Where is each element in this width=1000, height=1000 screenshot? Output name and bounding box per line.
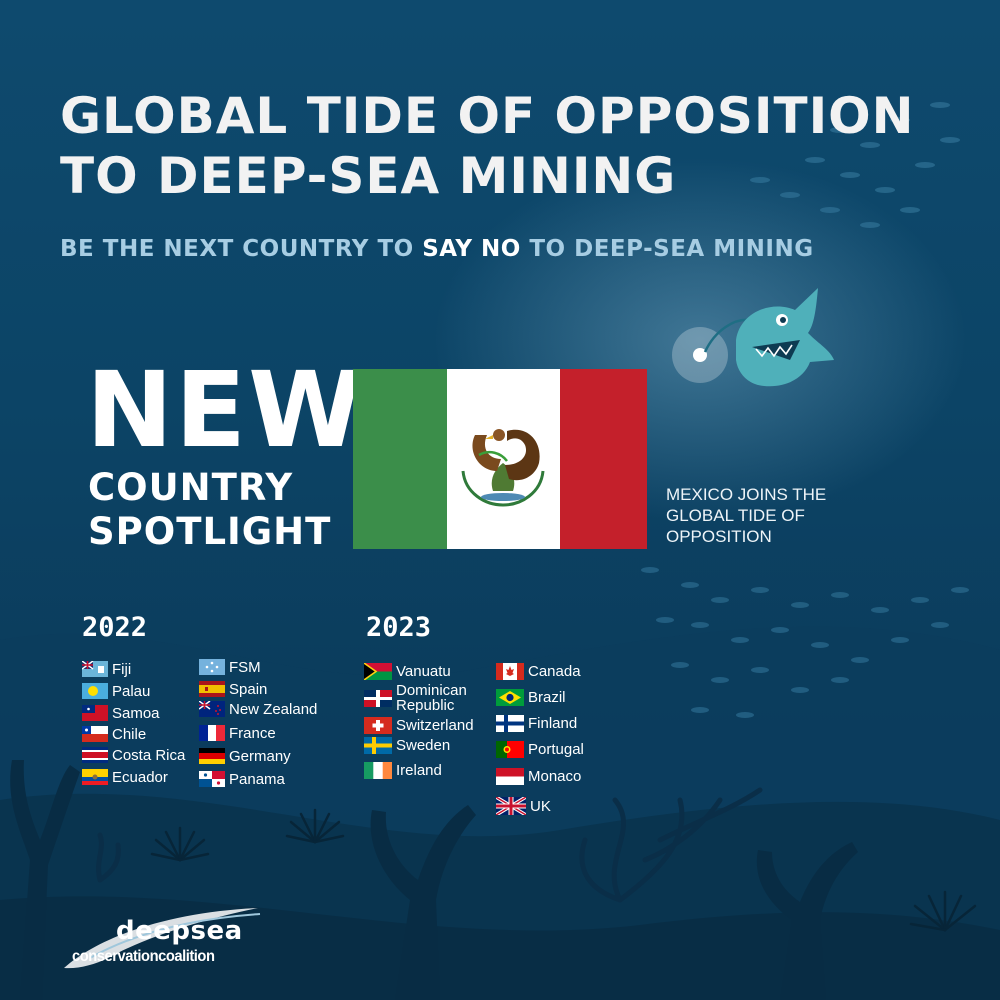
country-label: Sweden (396, 737, 451, 754)
anglerfish-icon (672, 288, 834, 387)
spotlight-line-2: SPOTLIGHT (88, 510, 332, 553)
palau-flag-icon (82, 683, 108, 699)
page-title: GLOBAL TIDE OF OPPOSITION TO DEEP-SEA MI… (60, 86, 915, 206)
country-label: Samoa (112, 704, 160, 722)
wave-swoosh-icon (64, 908, 261, 969)
uk-flag-icon (496, 797, 526, 815)
year-2022-heading: 2022 (82, 612, 148, 643)
caption-line-2: GLOBAL TIDE OF (666, 506, 805, 525)
spotlight-line-1: COUNTRY (88, 466, 294, 509)
logo-text-top: deepsea (116, 916, 243, 946)
country-dominican-republic: Dominican Republic (364, 683, 506, 713)
country-chile: Chile (82, 726, 146, 742)
country-fiji: Fiji (82, 661, 131, 677)
country-ecuador: Ecuador (82, 769, 168, 785)
country-costa-rica: Costa Rica (82, 747, 185, 763)
country-brazil: Brazil (496, 689, 566, 706)
subtitle-text-before: BE THE NEXT COUNTRY TO (60, 236, 423, 262)
subtitle-text-after: TO DEEP-SEA MINING (520, 236, 814, 262)
country-samoa: Samoa (82, 705, 160, 721)
brazil-flag-icon (496, 689, 524, 706)
costa-rica-flag-icon (82, 747, 108, 763)
chile-flag-icon (82, 726, 108, 742)
title-line-1: GLOBAL TIDE OF OPPOSITION (60, 87, 915, 145)
country-fsm: FSM (199, 659, 261, 675)
country-label: Fiji (112, 660, 132, 678)
panama-flag-icon (199, 771, 225, 787)
country-label: Panama (229, 770, 285, 788)
country-vanuatu: Vanuatu (364, 663, 451, 680)
country-label: Spain (229, 680, 268, 698)
france-flag-icon (199, 725, 225, 741)
country-spain: Spain (199, 681, 267, 697)
country-label: Switzerland (396, 717, 474, 734)
country-label: Costa Rica (112, 746, 186, 764)
fsm-flag-icon (199, 659, 225, 675)
new-zealand-flag-icon (199, 701, 225, 717)
ecuador-flag-icon (82, 769, 108, 785)
country-sweden: Sweden (364, 737, 450, 754)
ireland-flag-icon (364, 762, 392, 779)
logo-text-bottom: conservationcoalition (72, 948, 215, 965)
country-label: Chile (112, 725, 147, 743)
country-ireland: Ireland (364, 762, 442, 779)
country-label: Ecuador (112, 768, 168, 786)
fiji-flag-icon (82, 661, 108, 677)
country-label: Portugal (528, 741, 584, 758)
country-label: Brazil (528, 689, 566, 706)
portugal-flag-icon (496, 741, 524, 758)
country-finland: Finland (496, 715, 577, 732)
country-palau: Palau (82, 683, 150, 699)
country-label: Dominican Republic (396, 682, 467, 714)
canada-flag-icon (496, 663, 524, 680)
year-2023-heading: 2023 (366, 612, 432, 643)
country-label: Canada (528, 663, 581, 680)
deepsea-conservation-coalition-logo: deepsea conservationcoalition (60, 906, 270, 972)
vanuatu-flag-icon (364, 663, 392, 680)
new-heading: NEW (86, 349, 365, 471)
mexico-flag-icon (353, 369, 647, 549)
monaco-flag-icon (496, 768, 524, 785)
country-label: New Zealand (229, 700, 318, 718)
germany-flag-icon (199, 748, 225, 764)
country-label: Germany (229, 747, 291, 765)
country-switzerland: Switzerland (364, 717, 474, 734)
country-monaco: Monaco (496, 768, 581, 785)
country-panama: Panama (199, 771, 285, 787)
country-france: France (199, 725, 276, 741)
subtitle-highlight: SAY NO (422, 236, 521, 262)
country-canada: Canada (496, 663, 581, 680)
spain-flag-icon (199, 681, 225, 697)
title-line-2: TO DEEP-SEA MINING (60, 147, 677, 205)
country-label: FSM (229, 658, 261, 676)
country-label: Monaco (528, 768, 582, 785)
country-label: Vanuatu (396, 663, 451, 680)
country-portugal: Portugal (496, 741, 584, 758)
subtitle: BE THE NEXT COUNTRY TO SAY NO TO DEEP-SE… (60, 236, 814, 262)
country-new-zealand: New Zealand (199, 701, 317, 717)
country-label: Finland (528, 715, 578, 732)
switzerland-flag-icon (364, 717, 392, 734)
country-label: Palau (112, 682, 151, 700)
country-label: Ireland (396, 762, 442, 779)
sweden-flag-icon (364, 737, 392, 754)
caption-line-3: OPPOSITION (666, 527, 772, 546)
country-uk: UK (496, 797, 551, 815)
spotlight-caption: MEXICO JOINS THE GLOBAL TIDE OF OPPOSITI… (666, 484, 886, 547)
finland-flag-icon (496, 715, 524, 732)
country-label: France (229, 724, 276, 742)
country-germany: Germany (199, 748, 291, 764)
dominican-republic-flag-icon (364, 689, 392, 707)
country-label: UK (530, 797, 551, 815)
caption-line-1: MEXICO JOINS THE (666, 485, 827, 504)
samoa-flag-icon (82, 705, 108, 721)
